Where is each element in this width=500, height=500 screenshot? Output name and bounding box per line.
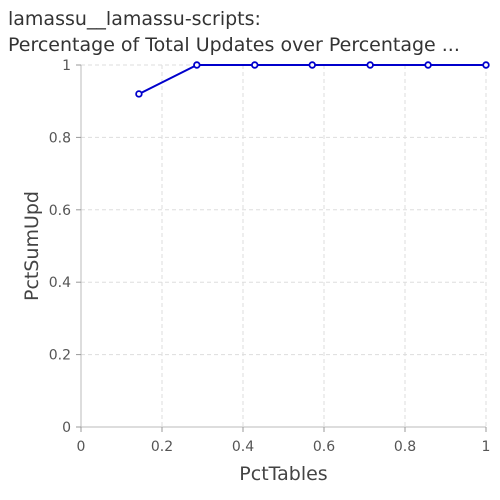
y-tick-label-0: 0 xyxy=(62,420,71,436)
data-point-6 xyxy=(483,62,489,68)
y-tick-label-4: 0.8 xyxy=(49,130,71,146)
data-point-3 xyxy=(309,62,315,68)
x-tick-label-3: 0.6 xyxy=(313,439,335,455)
data-point-0 xyxy=(136,91,142,97)
x-axis-label: PctTables xyxy=(239,463,327,485)
y-tick-label-1: 0.2 xyxy=(49,348,71,364)
x-tick-label-0: 0 xyxy=(77,439,86,455)
axes xyxy=(76,65,486,432)
y-axis-label: PctSumUpd xyxy=(21,191,43,301)
data-point-2 xyxy=(252,62,258,68)
y-tick-label-5: 1 xyxy=(62,58,71,74)
x-tick-label-1: 0.2 xyxy=(151,439,173,455)
x-tick-label-2: 0.4 xyxy=(232,439,254,455)
series-line-0 xyxy=(139,65,486,94)
x-tick-labels: 0 0.2 0.4 0.6 0.8 1 xyxy=(77,439,491,455)
data-point-4 xyxy=(367,62,373,68)
data-point-5 xyxy=(425,62,431,68)
data-point-1 xyxy=(194,62,200,68)
y-tick-label-3: 0.6 xyxy=(49,203,71,219)
x-tick-label-4: 0.8 xyxy=(394,439,416,455)
y-tick-label-2: 0.4 xyxy=(49,275,71,291)
y-tick-labels: 0 0.2 0.4 0.6 0.8 1 xyxy=(49,58,71,436)
x-tick-label-5: 1 xyxy=(482,439,491,455)
data-series xyxy=(136,62,489,97)
grid-lines xyxy=(81,65,486,427)
